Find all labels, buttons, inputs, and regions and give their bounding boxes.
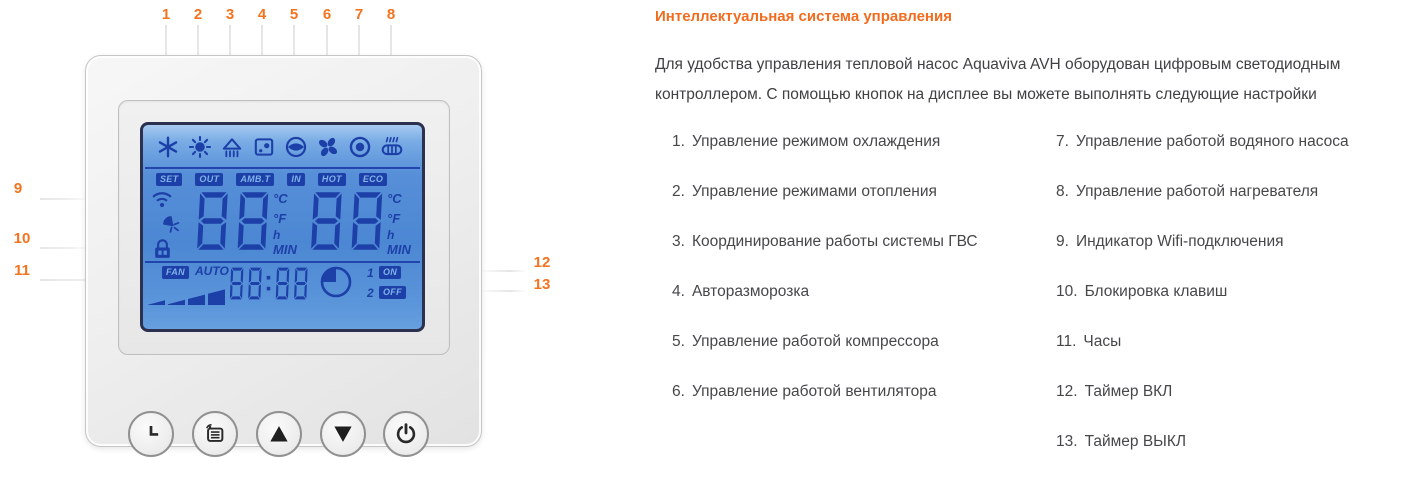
up-button[interactable]	[256, 411, 302, 457]
feature-item-12: 12. Таймер ВКЛ	[1056, 383, 1173, 400]
fan-badge: FAN	[162, 266, 189, 279]
lcd-display: SET OUT AMB.T IN HOT ECO	[140, 122, 425, 332]
lcd-divider	[145, 167, 420, 169]
intro-paragraph: Для удобства управления тепловой насос A…	[655, 56, 1341, 103]
callout-3: 3	[225, 6, 235, 23]
mode-menu-button[interactable]	[192, 411, 238, 457]
clock-icon	[149, 425, 159, 436]
temp-display-right	[306, 191, 390, 256]
status-eco: ECO	[358, 173, 388, 186]
callout-6: 6	[322, 6, 332, 23]
callout-2: 2	[193, 6, 203, 23]
heating-mode-icon	[188, 135, 212, 159]
timer-clock-icon	[320, 266, 352, 298]
callout-1: 1	[161, 6, 171, 23]
feature-item-3: 3. Координирование работы системы ГВС	[672, 233, 978, 250]
water-pump-icon	[349, 136, 371, 158]
heater-icon	[381, 136, 403, 156]
temp-display-left	[192, 191, 276, 256]
callout-10: 10	[13, 230, 31, 247]
timer1-state-badge: ON	[379, 266, 402, 279]
section-heading: Интеллектуальная система управления	[655, 8, 952, 25]
compressor-icon	[285, 136, 307, 158]
satellite-dish-icon	[163, 216, 180, 233]
features-list-right: 7. Управление работой водяного насоса 8. У…	[1056, 133, 1416, 483]
features-list-left: 1. Управление режимом охлаждения 2. Управл…	[672, 133, 1064, 433]
timer1-number: 1	[367, 266, 374, 280]
down-button[interactable]	[320, 411, 366, 457]
callout-7: 7	[354, 6, 364, 23]
clock-button[interactable]	[128, 411, 174, 457]
callout-4: 4	[257, 6, 267, 23]
feature-item-7: 7. Управление работой водяного насоса	[1056, 133, 1349, 150]
feature-item-13: 13. Таймер ВЫКЛ	[1056, 433, 1187, 450]
fan-speed-bars-icon	[148, 289, 225, 305]
status-out: OUT	[195, 173, 224, 186]
lcd-status-row: SET OUT AMB.T IN HOT ECO	[156, 173, 388, 186]
callout-9: 9	[13, 180, 23, 197]
feature-item-5: 5. Управление работой компрессора	[672, 333, 939, 350]
feature-item-10: 10. Блокировка клавиш	[1056, 283, 1228, 300]
feature-item-9: 9. Индикатор Wifi-подключения	[1056, 233, 1284, 250]
callout-5: 5	[289, 6, 299, 23]
timer2-state-badge: OFF	[379, 286, 406, 299]
arrow-down-icon	[334, 426, 352, 442]
status-set: SET	[156, 173, 183, 186]
lcd-divider	[145, 261, 420, 263]
arrow-up-icon	[270, 426, 288, 442]
callout-8: 8	[386, 6, 396, 23]
callout-13: 13	[533, 276, 551, 293]
status-hot: HOT	[317, 173, 346, 186]
lock-icon	[155, 239, 170, 258]
status-in: IN	[287, 173, 305, 186]
feature-item-4: 4. Авторазморозка	[672, 283, 810, 300]
wifi-icon	[152, 192, 172, 208]
feature-item-11: 11. Часы	[1056, 333, 1122, 350]
feature-item-8: 8. Управление работой нагревателя	[1056, 183, 1319, 200]
clock-display	[227, 267, 313, 305]
auto-label: AUTO	[195, 264, 229, 278]
power-icon	[396, 423, 416, 444]
callout-11: 11	[14, 262, 30, 279]
hot-water-icon	[222, 138, 242, 158]
menu-icon	[206, 423, 224, 442]
feature-item-6: 6. Управление работой вентилятора	[672, 383, 937, 400]
fan-icon	[318, 137, 338, 157]
power-button[interactable]	[383, 411, 429, 457]
cooling-mode-icon	[158, 136, 178, 158]
feature-item-2: 2. Управление режимами отопления	[672, 183, 937, 200]
defrost-icon	[254, 138, 274, 156]
callout-12: 12	[533, 254, 551, 271]
status-ambt: AMB.T	[236, 173, 275, 186]
feature-item-1: 1. Управление режимом охлаждения	[672, 133, 941, 150]
timer2-number: 2	[367, 286, 374, 300]
